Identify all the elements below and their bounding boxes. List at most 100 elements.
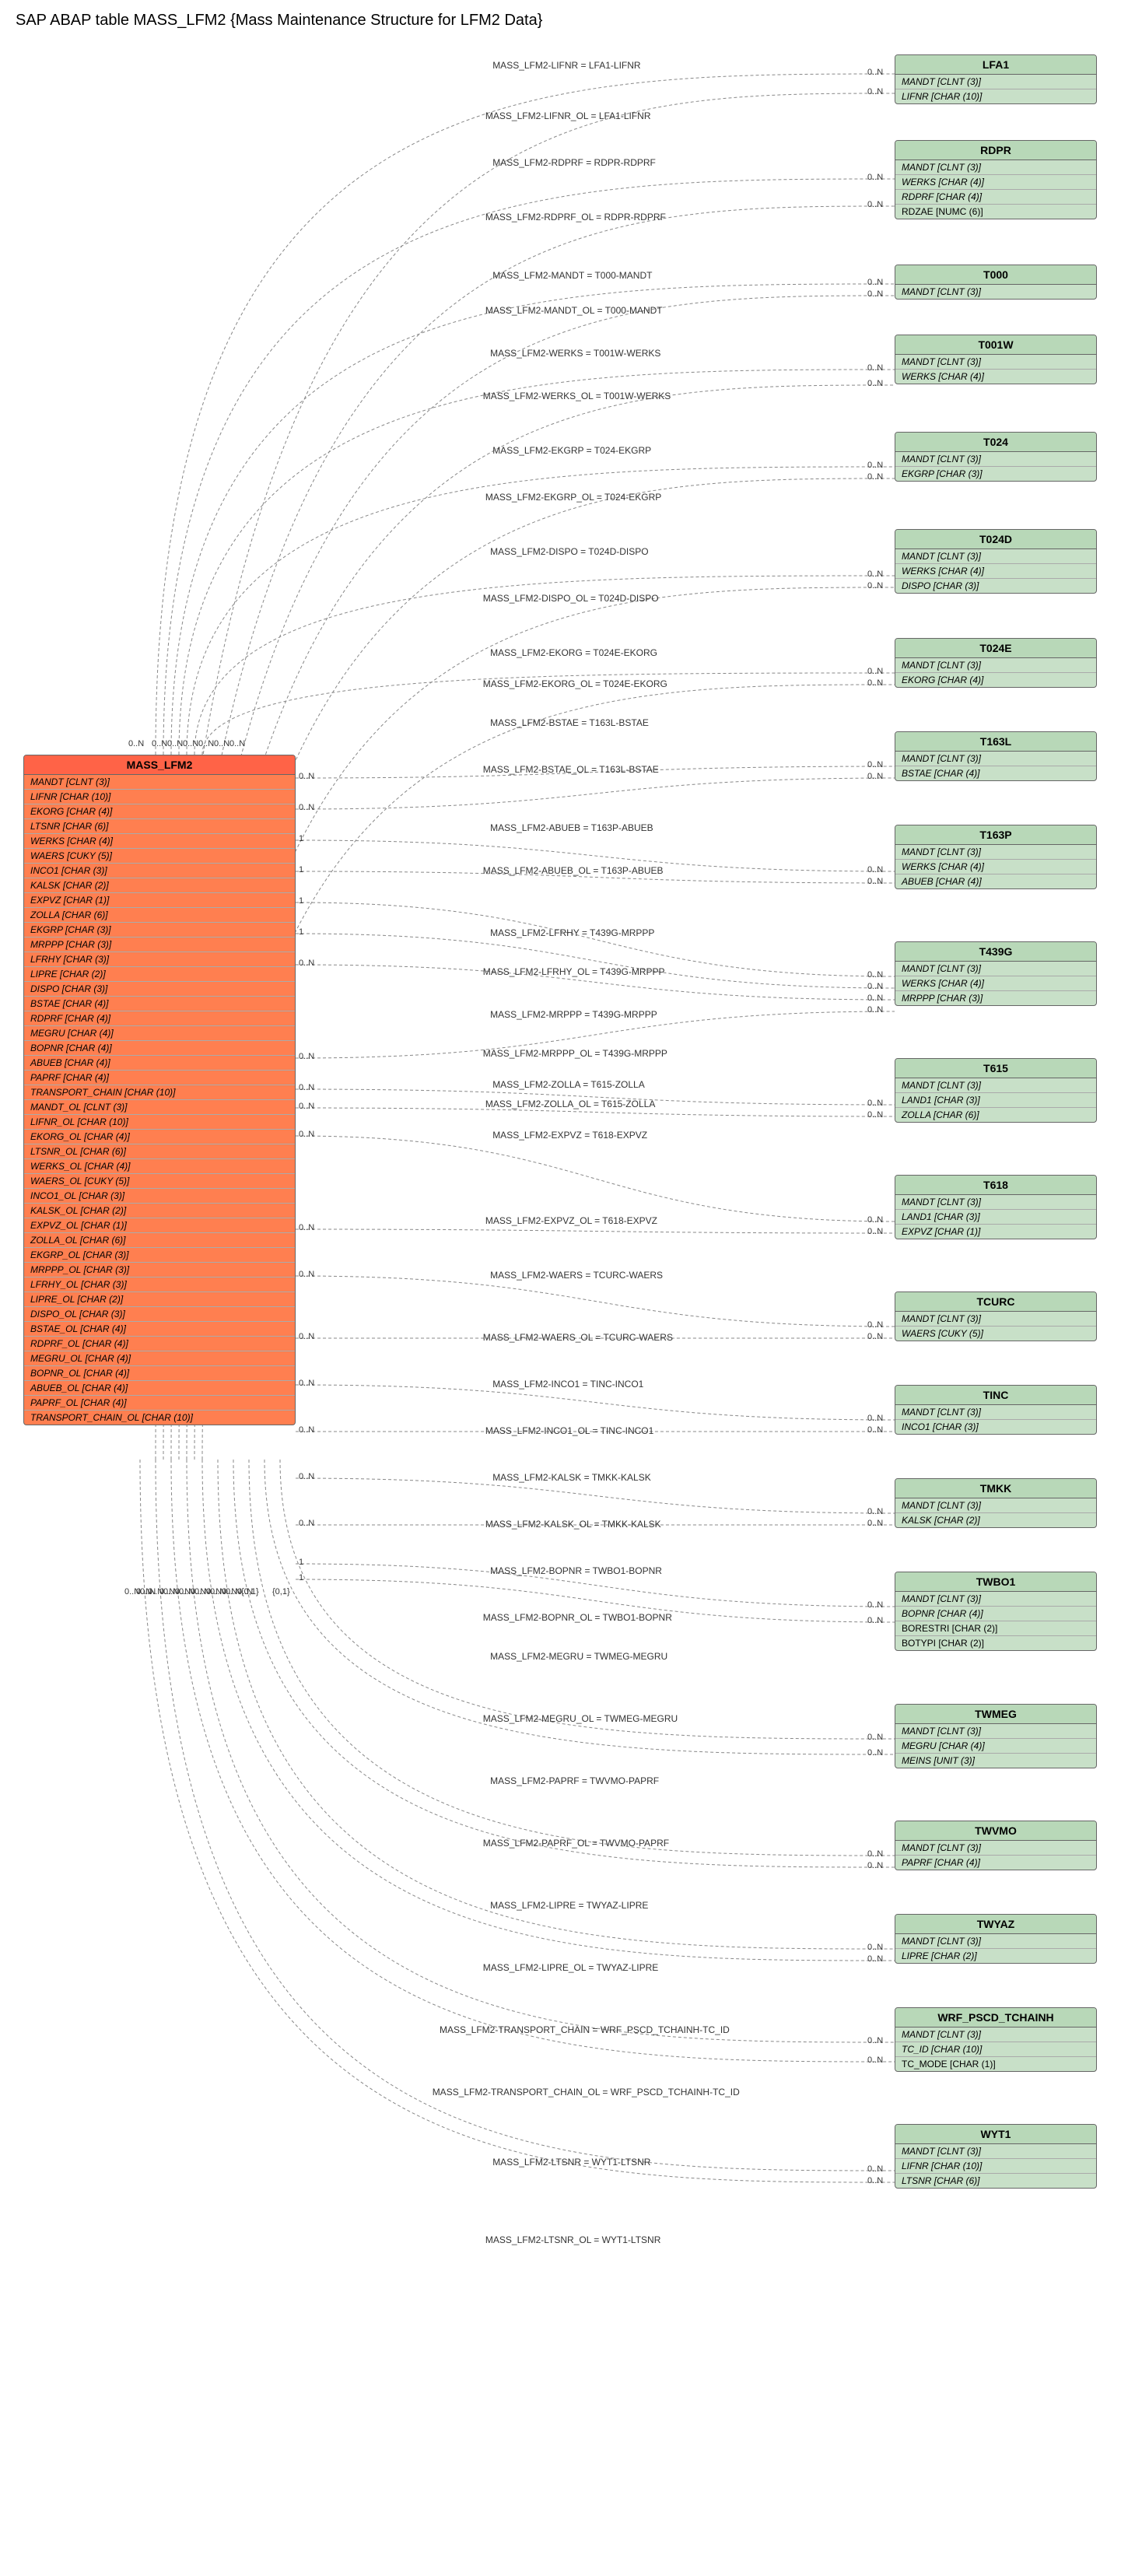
edge-label: MASS_LFM2-MANDT = T000-MANDT	[492, 270, 652, 281]
cardinality-left: 0..N	[299, 1102, 314, 1111]
cardinality-left: 0..N	[299, 1519, 314, 1528]
entity-field: ABUEB [CHAR (4)]	[24, 1056, 295, 1071]
entity-field: EKGRP [CHAR (3)]	[24, 923, 295, 938]
entity-field: KALSK [CHAR (2)]	[24, 878, 295, 893]
edge-label: MASS_LFM2-TRANSPORT_CHAIN = WRF_PSCD_TCH…	[440, 2024, 730, 2035]
entity-field: WERKS [CHAR (4)]	[895, 976, 1096, 991]
edge-path	[218, 1460, 895, 1949]
entity-field: INCO1_OL [CHAR (3)]	[24, 1189, 295, 1204]
entity-field: EKORG [CHAR (4)]	[895, 673, 1096, 687]
cardinality-left: 0..N	[299, 1472, 314, 1481]
cardinality-left: 0..N	[299, 1130, 314, 1139]
cardinality-right: 0..N	[867, 1600, 883, 1610]
entity-header: RDPR	[895, 141, 1096, 160]
cardinality-right: 0..N	[867, 1005, 883, 1015]
cardinality-right: 0..N	[867, 1425, 883, 1435]
cardinality-left: 0..N	[299, 803, 314, 812]
entity-field: LIFNR [CHAR (10)]	[895, 2159, 1096, 2174]
cardinality-left: 0..N	[152, 739, 167, 748]
entity-field: TC_MODE [CHAR (1)]	[895, 2057, 1096, 2071]
entity-header: LFA1	[895, 55, 1096, 75]
entity-field: MANDT [CLNT (3)]	[895, 845, 1096, 860]
edge-label: MASS_LFM2-BSTAE_OL = T163L-BSTAE	[483, 764, 659, 775]
entity-field: RDPRF [CHAR (4)]	[24, 1011, 295, 1026]
entity-field: ZOLLA [CHAR (6)]	[895, 1108, 1096, 1122]
entity-tcurc: TCURCMANDT [CLNT (3)]WAERS [CUKY (5)]	[895, 1292, 1097, 1341]
entity-field: LIPRE [CHAR (2)]	[895, 1949, 1096, 1963]
entity-field: WERKS [CHAR (4)]	[895, 370, 1096, 384]
entity-header: TWBO1	[895, 1572, 1096, 1592]
entity-field: MANDT [CLNT (3)]	[24, 775, 295, 790]
edge-label: MASS_LFM2-KALSK_OL = TMKK-KALSK	[485, 1519, 661, 1530]
edge-path	[179, 370, 895, 755]
edge-path	[264, 1460, 895, 1754]
cardinality-right: 0..N	[867, 2176, 883, 2185]
edge-path	[296, 1136, 895, 1221]
entity-header: TWYAZ	[895, 1915, 1096, 1934]
entity-field: MEINS [UNIT (3)]	[895, 1754, 1096, 1768]
entity-field: MANDT [CLNT (3)]	[895, 2028, 1096, 2042]
entity-field: BSTAE [CHAR (4)]	[895, 766, 1096, 780]
edge-label: MASS_LFM2-EKGRP = T024-EKGRP	[492, 445, 651, 456]
edge-path	[296, 1385, 895, 1420]
entity-field: KALSK_OL [CHAR (2)]	[24, 1204, 295, 1218]
entity-field: MANDT [CLNT (3)]	[895, 160, 1096, 175]
edge-path	[187, 1460, 895, 2042]
edge-path	[280, 1460, 895, 1739]
entity-twvmo: TWVMOMANDT [CLNT (3)]PAPRF [CHAR (4)]	[895, 1821, 1097, 1870]
cardinality-right: 0..N	[867, 1954, 883, 1964]
cardinality-left: 0..N	[179, 1587, 194, 1596]
cardinality-left: 0..N	[299, 1425, 314, 1435]
cardinality-left: 0..N	[299, 1083, 314, 1092]
cardinality-left: 1	[299, 896, 303, 906]
entity-field: PAPRF_OL [CHAR (4)]	[24, 1396, 295, 1411]
entity-tmkk: TMKKMANDT [CLNT (3)]KALSK [CHAR (2)]	[895, 1478, 1097, 1528]
cardinality-right: 0..N	[867, 278, 883, 287]
edge-label: MASS_LFM2-WERKS_OL = T001W-WERKS	[483, 391, 671, 401]
entity-field: WAERS [CUKY (5)]	[24, 849, 295, 864]
entity-twyaz: TWYAZMANDT [CLNT (3)]LIPRE [CHAR (2)]	[895, 1914, 1097, 1964]
entity-field: ABUEB_OL [CHAR (4)]	[24, 1381, 295, 1396]
edge-label: MASS_LFM2-MRPPP = T439G-MRPPP	[490, 1009, 657, 1020]
edge-path	[296, 1276, 895, 1327]
entity-header: T163L	[895, 732, 1096, 752]
entity-field: BSTAE_OL [CHAR (4)]	[24, 1322, 295, 1337]
entity-header: T024D	[895, 530, 1096, 549]
edge-label: MASS_LFM2-EKORG = T024E-EKORG	[490, 647, 657, 658]
cardinality-right: 0..N	[867, 970, 883, 980]
entity-field: LTSNR [CHAR (6)]	[24, 819, 295, 834]
entity-lfa1: LFA1MANDT [CLNT (3)]LIFNR [CHAR (10)]	[895, 54, 1097, 104]
edge-label: MASS_LFM2-KALSK = TMKK-KALSK	[492, 1472, 651, 1483]
entity-field: MANDT [CLNT (3)]	[895, 285, 1096, 299]
entity-field: INCO1 [CHAR (3)]	[24, 864, 295, 878]
cardinality-left: 0..N	[210, 1587, 226, 1596]
cardinality-right: 0..N	[867, 1748, 883, 1758]
entity-header: TCURC	[895, 1292, 1096, 1312]
entity-field: MANDT [CLNT (3)]	[895, 1841, 1096, 1856]
entity-field: TRANSPORT_CHAIN_OL [CHAR (10)]	[24, 1411, 295, 1425]
edge-label: MASS_LFM2-MANDT_OL = T000-MANDT	[485, 305, 663, 316]
edge-label: MASS_LFM2-BOPNR_OL = TWBO1-BOPNR	[483, 1612, 672, 1623]
entity-field: BOPNR_OL [CHAR (4)]	[24, 1366, 295, 1381]
entity-field: ZOLLA_OL [CHAR (6)]	[24, 1233, 295, 1248]
entity-field: MANDT [CLNT (3)]	[895, 2144, 1096, 2159]
entity-field: MANDT [CLNT (3)]	[895, 549, 1096, 564]
edge-label: MASS_LFM2-BOPNR = TWBO1-BOPNR	[490, 1565, 662, 1576]
cardinality-right: 0..N	[867, 472, 883, 482]
cardinality-left: 1	[299, 927, 303, 937]
entity-field: MANDT [CLNT (3)]	[895, 1592, 1096, 1607]
cardinality-left: 1	[299, 1573, 303, 1582]
edge-label: MASS_LFM2-ZOLLA = T615-ZOLLA	[492, 1079, 645, 1090]
cardinality-right: 0..N	[867, 570, 883, 579]
cardinality-left: 0..N	[226, 1587, 241, 1596]
entity-field: INCO1 [CHAR (3)]	[895, 1420, 1096, 1434]
cardinality-left: 0..N	[124, 1587, 140, 1596]
entity-field: WERKS [CHAR (4)]	[895, 564, 1096, 579]
entity-field: LIFNR_OL [CHAR (10)]	[24, 1115, 295, 1130]
edge-label: MASS_LFM2-LIFNR_OL = LFA1-LIFNR	[485, 110, 651, 121]
cardinality-right: 0..N	[867, 982, 883, 991]
entity-field: MANDT [CLNT (3)]	[895, 1934, 1096, 1949]
entity-field: BORESTRI [CHAR (2)]	[895, 1621, 1096, 1636]
edge-label: MASS_LFM2-EXPVZ_OL = T618-EXPVZ	[485, 1215, 657, 1226]
cardinality-right: 0..N	[867, 994, 883, 1003]
